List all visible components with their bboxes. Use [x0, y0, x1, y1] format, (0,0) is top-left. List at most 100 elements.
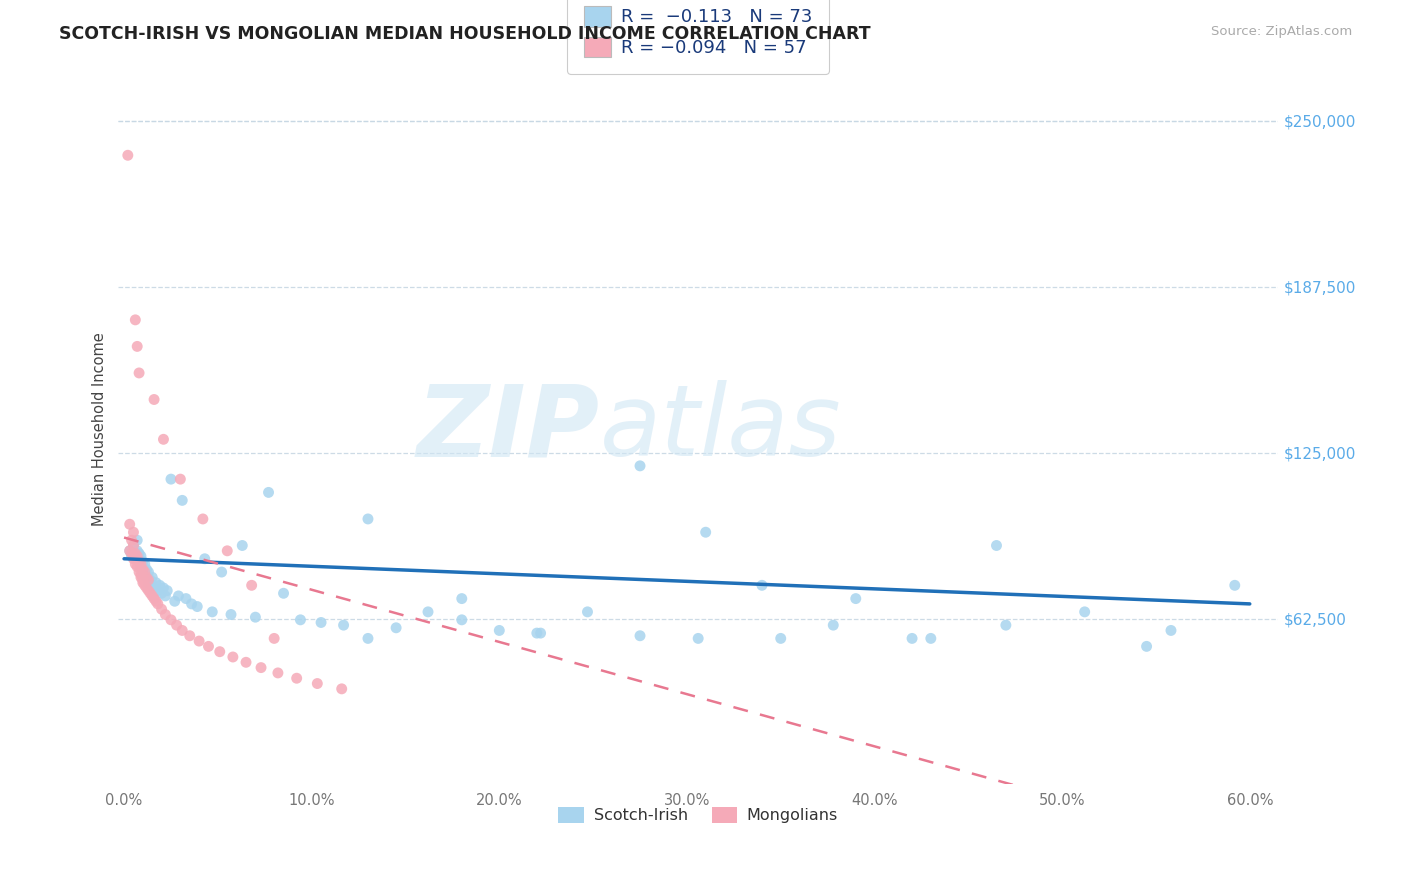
Point [172, 493, 194, 508]
Point [117, 148, 139, 162]
Point [235, 655, 257, 669]
Point [143, 392, 166, 407]
Point [208, 645, 231, 659]
Point [118, 543, 141, 558]
Point [135, 570, 157, 584]
Point [309, 615, 332, 630]
Point [201, 605, 224, 619]
Point [132, 565, 155, 579]
Point [118, 517, 141, 532]
Point [127, 559, 149, 574]
Point [180, 597, 202, 611]
Point [121, 549, 143, 563]
Point [150, 586, 173, 600]
Point [901, 632, 924, 646]
Point [132, 562, 155, 576]
Point [285, 671, 308, 685]
Point [174, 591, 197, 606]
Point [357, 632, 380, 646]
Point [179, 629, 201, 643]
Point [994, 618, 1017, 632]
Point [121, 533, 143, 548]
Point [823, 618, 845, 632]
Point [222, 650, 245, 665]
Point [769, 632, 792, 646]
Point [127, 549, 149, 563]
Point [250, 660, 273, 674]
Point [245, 610, 267, 624]
Point [139, 573, 162, 587]
Point [290, 613, 312, 627]
Point [138, 583, 160, 598]
Point [122, 551, 145, 566]
Point [149, 578, 172, 592]
Point [688, 632, 710, 646]
Point [128, 554, 150, 568]
Point [132, 575, 155, 590]
Point [219, 607, 242, 622]
Point [416, 605, 439, 619]
Point [127, 533, 149, 548]
Point [129, 549, 152, 563]
Point [231, 539, 253, 553]
Point [143, 581, 166, 595]
Point [695, 525, 717, 540]
Point [128, 546, 150, 560]
Point [152, 433, 174, 447]
Point [128, 565, 150, 579]
Point [160, 613, 183, 627]
Point [1073, 605, 1095, 619]
Point [127, 543, 149, 558]
Point [138, 573, 160, 587]
Point [134, 557, 156, 571]
Point [134, 578, 156, 592]
Point [307, 676, 329, 690]
Point [128, 366, 150, 380]
Point [129, 557, 152, 571]
Point [186, 599, 208, 614]
Point [166, 618, 188, 632]
Point [188, 634, 211, 648]
Point [194, 551, 217, 566]
Point [135, 562, 157, 576]
Point [751, 578, 773, 592]
Point [146, 597, 169, 611]
Point [134, 565, 156, 579]
Point [150, 602, 173, 616]
Point [160, 472, 183, 486]
Point [172, 624, 194, 638]
Point [357, 512, 380, 526]
Point [129, 570, 152, 584]
Point [240, 578, 263, 592]
Point [267, 665, 290, 680]
Point [529, 626, 551, 640]
Point [156, 583, 179, 598]
Point [450, 591, 472, 606]
Point [155, 589, 177, 603]
Point [121, 546, 143, 560]
Point [450, 613, 472, 627]
Point [263, 632, 285, 646]
Y-axis label: Median Household Income: Median Household Income [93, 332, 107, 525]
Point [155, 607, 177, 622]
Point [385, 621, 408, 635]
Point [143, 591, 166, 606]
Text: Source: ZipAtlas.com: Source: ZipAtlas.com [1212, 25, 1353, 38]
Point [118, 543, 141, 558]
Point [211, 565, 233, 579]
Point [145, 594, 167, 608]
Point [273, 586, 295, 600]
Point [146, 583, 169, 598]
Point [124, 313, 146, 327]
Point [132, 554, 155, 568]
Point [145, 575, 167, 590]
Legend: Scotch-Irish, Mongolians: Scotch-Irish, Mongolians [553, 801, 845, 830]
Point [141, 570, 163, 584]
Point [167, 589, 190, 603]
Text: atlas: atlas [599, 380, 841, 477]
Point [141, 578, 163, 592]
Point [986, 539, 1008, 553]
Point [526, 626, 548, 640]
Point [124, 546, 146, 560]
Point [139, 586, 162, 600]
